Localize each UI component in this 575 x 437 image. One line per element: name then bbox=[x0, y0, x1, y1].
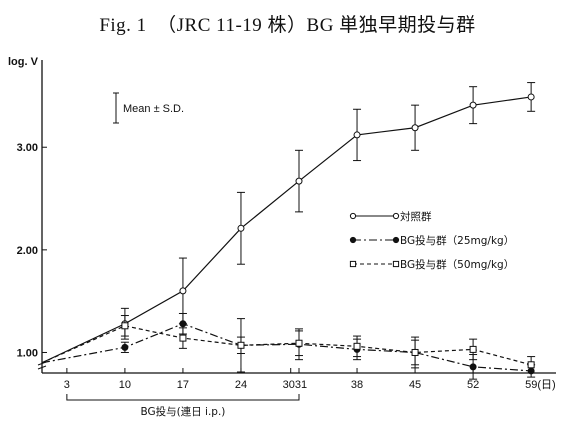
x-tick-label: 24 bbox=[235, 379, 247, 391]
legend-label: BG投与群（50mg/kg） bbox=[400, 258, 514, 271]
sd-key-label: Mean ± S.D. bbox=[123, 103, 184, 115]
x-tick-label: 59(日) bbox=[525, 379, 556, 391]
data-point bbox=[353, 342, 361, 350]
data-point bbox=[469, 363, 477, 371]
data-point bbox=[527, 361, 535, 369]
data-point bbox=[121, 343, 129, 351]
series-2 bbox=[41, 312, 536, 380]
legend: 対照群 BG投与群（25mg/kg） BG投与群（50mg/kg） bbox=[349, 210, 514, 271]
series-3 bbox=[41, 315, 536, 374]
series-line bbox=[41, 96, 532, 364]
series-line bbox=[41, 325, 532, 366]
legend-marker bbox=[349, 260, 357, 268]
legend-marker bbox=[392, 236, 400, 244]
legend-marker bbox=[349, 236, 357, 244]
y-tick-label: 1.00 bbox=[17, 347, 38, 359]
data-point bbox=[411, 124, 419, 132]
series-layer bbox=[41, 82, 536, 380]
x-tick-label: 10 bbox=[119, 379, 131, 391]
legend-marker bbox=[392, 260, 400, 268]
x-tick-label: 52 bbox=[467, 379, 479, 391]
sd-key: Mean ± S.D. bbox=[113, 92, 184, 124]
data-point bbox=[411, 348, 419, 356]
treatment-bracket: BG投与(連日 i.p.) bbox=[66, 394, 300, 418]
x-tick-label: 38 bbox=[351, 379, 363, 391]
data-point bbox=[469, 101, 477, 109]
data-point bbox=[179, 287, 187, 295]
y-tick-label: 3.00 bbox=[17, 142, 38, 154]
axes: 1.00 2.00 3.00 log. V 3 10 17 24 3031 38 45 52 59(日) bbox=[8, 56, 556, 391]
data-point bbox=[121, 322, 129, 330]
x-tick-label: 3 bbox=[64, 379, 70, 391]
data-point bbox=[237, 341, 245, 349]
data-point bbox=[469, 345, 477, 353]
data-point bbox=[237, 224, 245, 232]
y-tick-label: 2.00 bbox=[17, 245, 38, 257]
data-point bbox=[527, 93, 535, 101]
legend-marker bbox=[349, 212, 357, 220]
treatment-label: BG投与(連日 i.p.) bbox=[140, 405, 225, 418]
data-point bbox=[295, 339, 303, 347]
data-point bbox=[179, 334, 187, 342]
series-1 bbox=[41, 82, 536, 364]
x-tick-label: 17 bbox=[177, 379, 189, 391]
series-line bbox=[41, 323, 532, 372]
treatment-bracket-line bbox=[66, 394, 300, 401]
legend-marker bbox=[392, 212, 400, 220]
y-axis-label: log. V bbox=[8, 56, 39, 68]
x-tick-label: 45 bbox=[409, 379, 421, 391]
legend-label: BG投与群（25mg/kg） bbox=[400, 234, 514, 247]
figure-title: Fig. 1 （JRC 11-19 株）BG 単独早期投与群 bbox=[99, 15, 476, 36]
legend-label: 対照群 bbox=[400, 210, 432, 223]
data-point bbox=[353, 131, 361, 139]
data-point bbox=[295, 177, 303, 185]
x-tick-label: 3031 bbox=[283, 379, 307, 391]
data-point bbox=[179, 320, 187, 328]
